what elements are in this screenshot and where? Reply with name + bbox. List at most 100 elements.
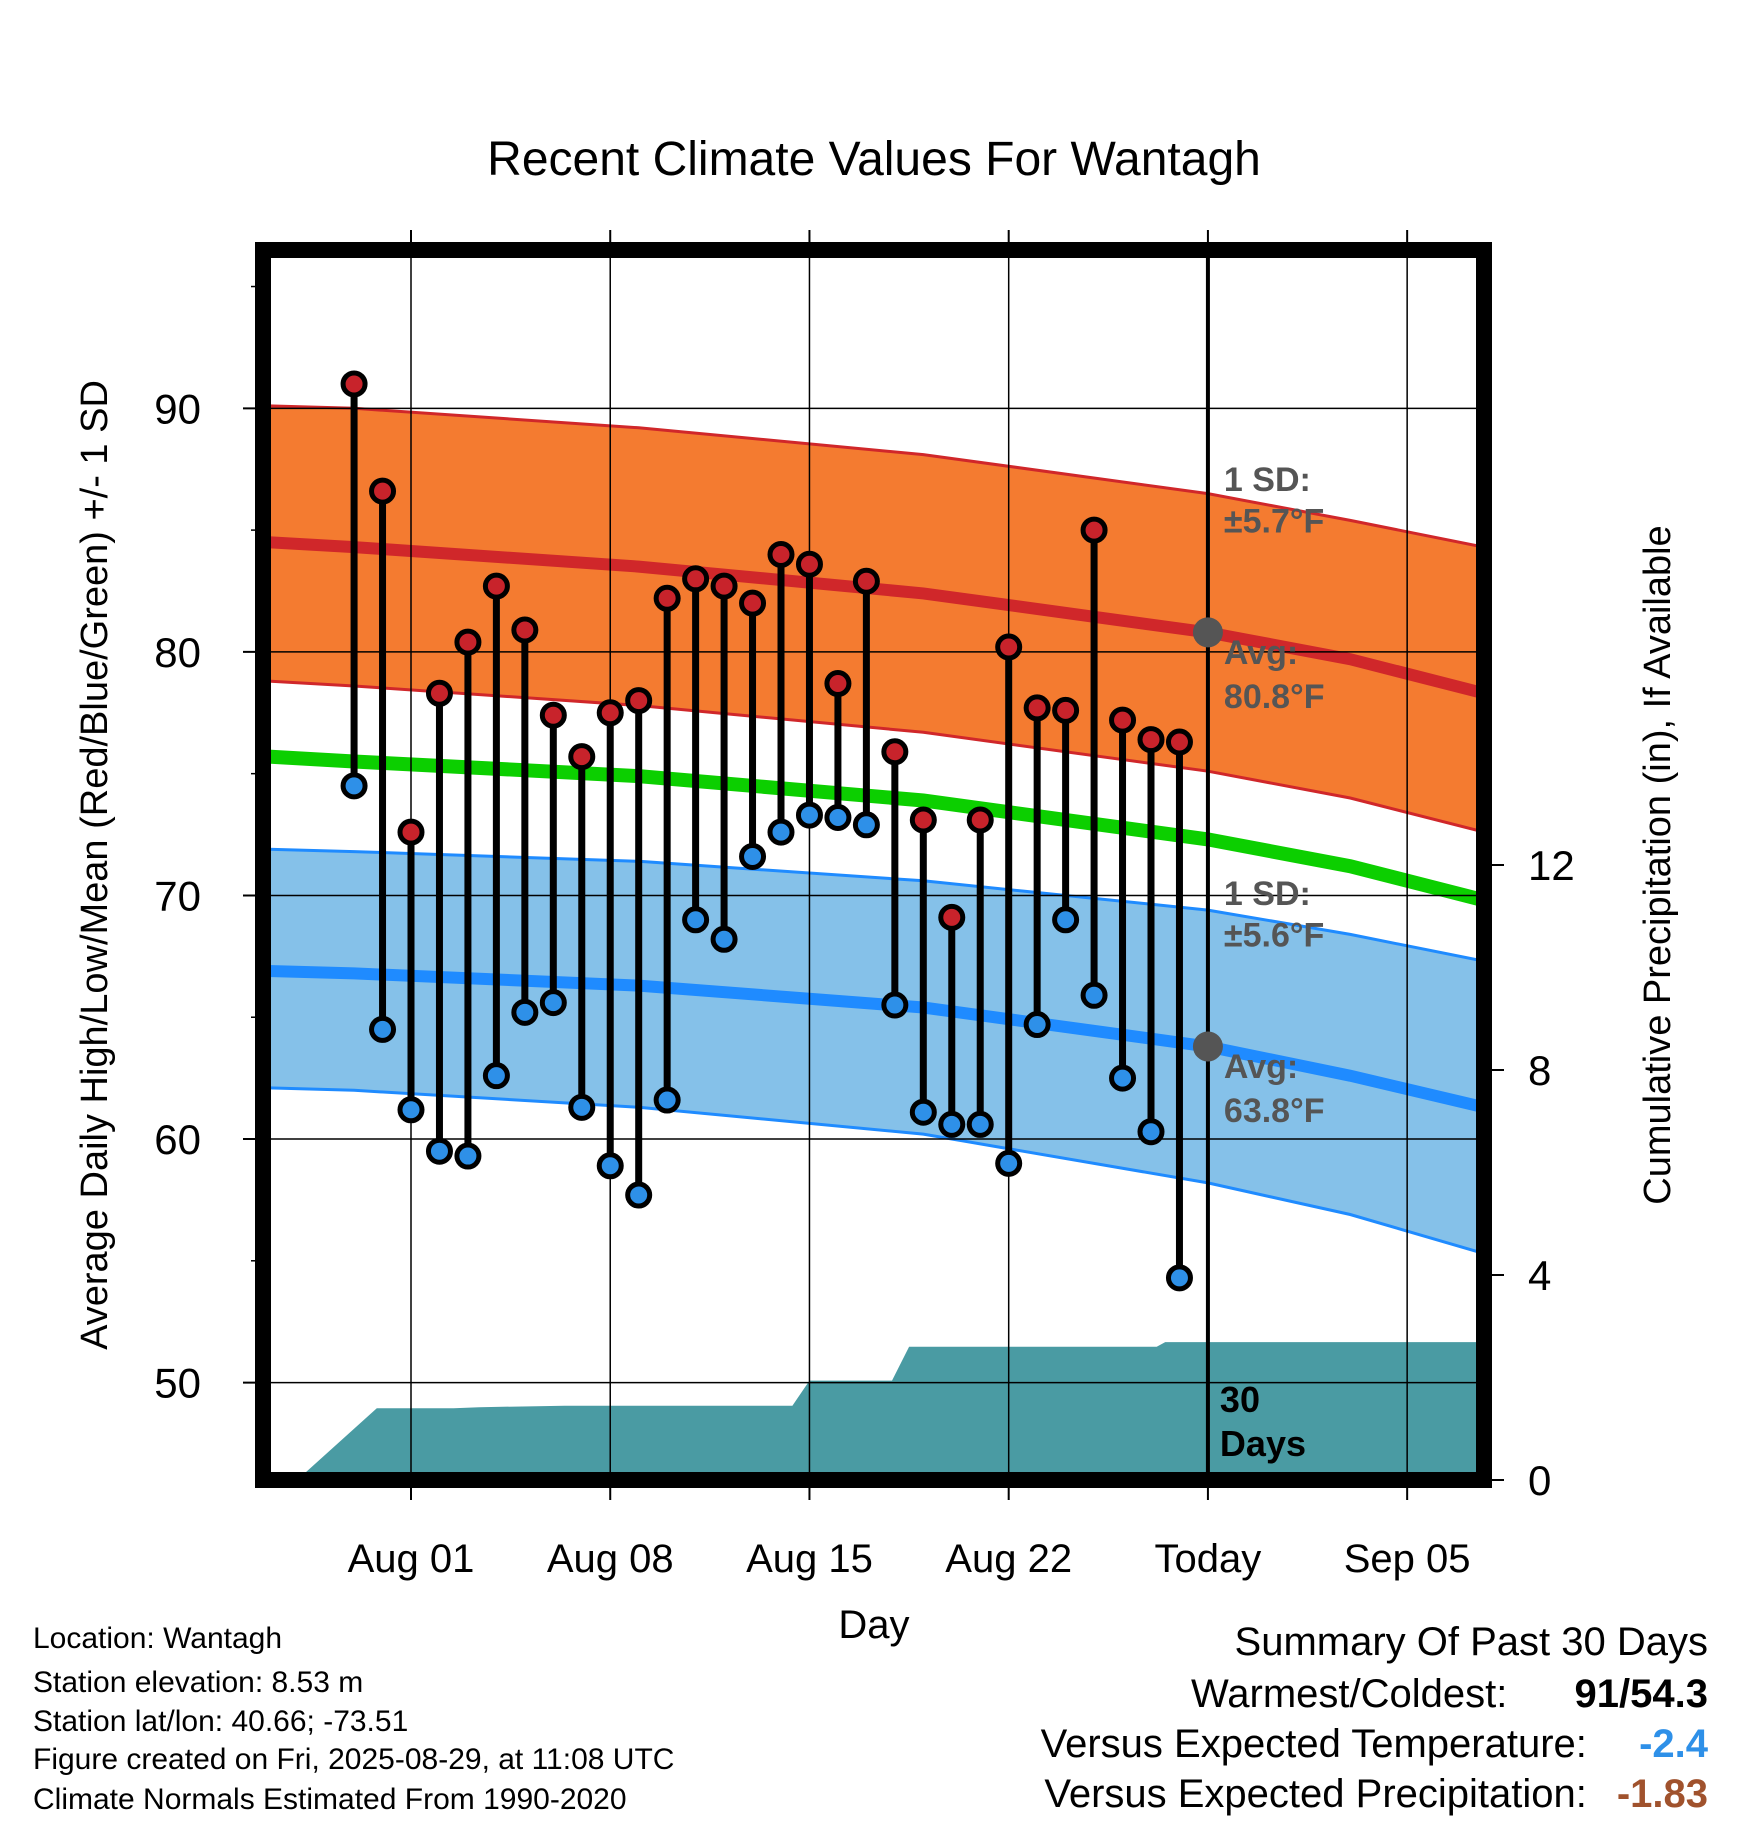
period-number: 30 [1220, 1379, 1260, 1420]
precip-area [297, 1342, 1484, 1480]
daily-high-point [1109, 706, 1137, 734]
daily-low-point [425, 1137, 453, 1165]
daily-low-point [1052, 906, 1080, 934]
daily-low-point [625, 1181, 653, 1209]
daily-low-point [938, 1110, 966, 1138]
daily-high-point [454, 628, 482, 656]
daily-low-point [568, 1093, 596, 1121]
daily-low-point [596, 1152, 624, 1180]
daily-low-point [852, 811, 880, 839]
daily-low-point [397, 1096, 425, 1124]
plot-area: 1 SD: ±5.7°F Avg: 80.8°F 1 SD: ±5.6°F Avg: 63.8… [263, 250, 1484, 1480]
warmest-value: 91/54.3 [1575, 1674, 1708, 1714]
daily-low-point [1165, 1264, 1193, 1292]
daily-high-point [539, 701, 567, 729]
y2-tick-label: 8 [1528, 1047, 1551, 1094]
summary-precip-row: Versus Expected Precipitation: -1.83 [1044, 1774, 1708, 1814]
y2-tick-label: 0 [1528, 1457, 1551, 1504]
x-tick-label: Aug 01 [348, 1537, 475, 1581]
daily-low-point [739, 842, 767, 870]
daily-high-point [909, 806, 937, 834]
daily-low-point [1137, 1118, 1165, 1146]
today-high-avg-point [1192, 617, 1223, 648]
daily-high-point [1165, 728, 1193, 756]
y2-tick-label: 4 [1528, 1252, 1551, 1299]
low-lower-line [268, 1086, 1484, 1255]
high-sd-value: ±5.7°F [1224, 503, 1324, 541]
daily-high-point [1052, 696, 1080, 724]
y-axis-label: Average Daily High/Low/Mean (Red/Blue/Gr… [74, 380, 116, 1350]
x-tick-label: Today [1155, 1537, 1262, 1581]
low-avg-label: Avg: [1224, 1048, 1298, 1086]
daily-low-point [1080, 981, 1108, 1009]
temp-label: Versus Expected Temperature: [1040, 1722, 1587, 1766]
daily-high-point [653, 584, 681, 612]
daily-high-point [767, 540, 795, 568]
daily-low-point [454, 1142, 482, 1170]
temp-anomaly-value: -2.4 [1639, 1722, 1708, 1766]
chart-title: Recent Climate Values For Wantagh [487, 133, 1261, 186]
high-sd-band [268, 405, 1484, 833]
x-tick-label: Aug 22 [945, 1537, 1072, 1581]
daily-high-point [852, 567, 880, 595]
daily-high-point [1137, 726, 1165, 754]
summary-warmest-row: Warmest/Coldest: 91/54.3 [1191, 1674, 1708, 1714]
daily-low-point [881, 991, 909, 1019]
daily-high-point [710, 572, 738, 600]
daily-low-point [653, 1086, 681, 1114]
daily-high-point [625, 687, 653, 715]
high-avg-label: Avg: [1224, 634, 1298, 672]
daily-low-point [824, 804, 852, 832]
daily-low-point [511, 998, 539, 1026]
daily-high-point [568, 743, 596, 771]
high-sd-label: 1 SD: [1224, 461, 1311, 499]
created-text: Figure created on Fri, 2025-08-29, at 11… [33, 1743, 675, 1776]
daily-high-point [739, 589, 767, 617]
y-tick-label: 80 [154, 629, 201, 676]
y2-tick-label: 12 [1528, 842, 1575, 889]
daily-high-point [340, 370, 368, 398]
daily-high-point [1080, 516, 1108, 544]
daily-high-point [938, 903, 966, 931]
low-sd-label: 1 SD: [1224, 875, 1311, 913]
daily-low-point [369, 1015, 397, 1043]
daily-low-point [482, 1062, 510, 1090]
warmest-label: Warmest/Coldest: [1191, 1672, 1508, 1716]
daily-high-point [482, 572, 510, 600]
y-tick-label: 90 [154, 385, 201, 432]
daily-low-point [682, 906, 710, 934]
daily-low-point [340, 772, 368, 800]
y-tick-label: 60 [154, 1116, 201, 1163]
elevation-text: Station elevation: 8.53 m [33, 1666, 364, 1699]
high-avg-value: 80.8°F [1224, 678, 1325, 716]
period-unit: Days [1220, 1423, 1306, 1464]
y2-axis-label: Cumulative Precipitation (in), If Availa… [1637, 525, 1679, 1204]
daily-low-point [1109, 1064, 1137, 1092]
x-tick-label: Aug 15 [746, 1537, 873, 1581]
y-tick-label: 50 [154, 1360, 201, 1407]
warmest-low: 54.3 [1630, 1672, 1708, 1716]
precip-label: Versus Expected Precipitation: [1044, 1772, 1587, 1816]
daily-low-point [1023, 1011, 1051, 1039]
daily-high-point [966, 806, 994, 834]
x-axis-label: Day [838, 1603, 909, 1647]
daily-high-point [511, 616, 539, 644]
axes: 50 60 70 80 90 0 4 8 12 Aug 01 Aug 08 Aug 15 Aug 22 T… [154, 230, 1575, 1581]
warmest-high: 91 [1574, 1672, 1620, 1716]
daily-low-point [966, 1110, 994, 1138]
low-sd-value: ±5.6°F [1224, 917, 1324, 955]
daily-high-point [881, 738, 909, 766]
daily-high-point [397, 818, 425, 846]
summary-heading: Summary Of Past 30 Days [1234, 1620, 1708, 1664]
x-tick-label: Aug 08 [547, 1537, 674, 1581]
daily-low-point [539, 989, 567, 1017]
daily-high-point [824, 670, 852, 698]
daily-high-point [795, 550, 823, 578]
daily-low-point [795, 801, 823, 829]
daily-high-point [1023, 694, 1051, 722]
daily-high-point [596, 699, 624, 727]
daily-low-point [995, 1149, 1023, 1177]
location-text: Location: Wantagh [33, 1622, 283, 1655]
normals-text: Climate Normals Estimated From 1990-2020 [33, 1783, 627, 1816]
